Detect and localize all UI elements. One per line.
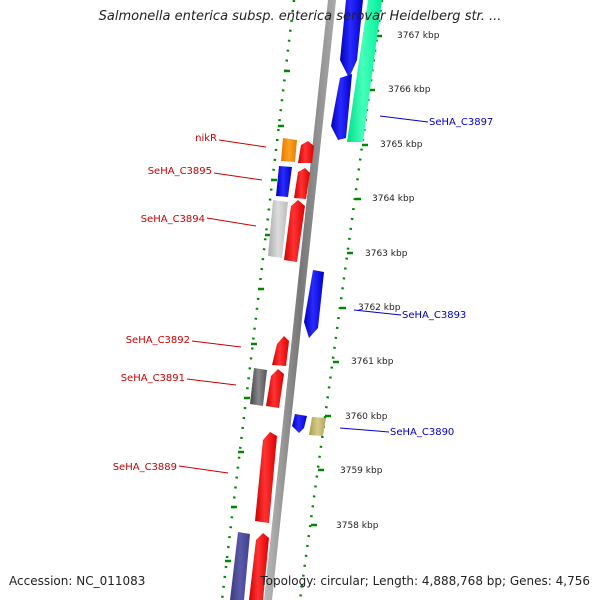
rna-feature	[347, 0, 382, 142]
reverse-cds-feature	[276, 166, 292, 197]
tick-label: 3764 kbp	[372, 194, 415, 204]
inner-tick-ring	[220, 0, 296, 600]
gene-label-seha-c3892: SeHA_C3892	[126, 335, 190, 346]
tick-label: 3765 kbp	[380, 140, 423, 150]
forward-cds-feature	[255, 432, 277, 523]
forward-cds-feature	[272, 336, 289, 366]
map-title: Salmonella enterica subsp. enterica sero…	[98, 9, 502, 24]
forward-cds-feature	[294, 168, 310, 199]
reverse-cds-feature	[304, 270, 324, 338]
reverse-cds-feature	[292, 414, 307, 433]
right-leader-lines	[339, 115, 429, 433]
gene-label-seha-c3893: SeHA_C3893	[402, 310, 466, 321]
reverse-cds-feature	[340, 0, 363, 78]
outer-major-ticks	[311, 34, 382, 527]
gene-label-seha-c3897: SeHA_C3897	[429, 117, 493, 128]
accession-text: Accession: NC_011083	[9, 574, 146, 588]
tick-label: 3759 kbp	[340, 466, 383, 476]
reverse-cds-feature	[331, 74, 352, 140]
pseudo-feature	[250, 368, 267, 406]
left-leader-lines	[178, 139, 267, 474]
tick-label: 3761 kbp	[351, 357, 394, 367]
misc-feature	[230, 532, 250, 600]
tick-label: 3763 kbp	[365, 249, 408, 259]
gene-label-seha-c3891: SeHA_C3891	[121, 373, 185, 384]
topology-text: Topology: circular; Length: 4,888,768 bp…	[260, 574, 590, 588]
tick-label: 3762 kbp	[358, 303, 401, 313]
forward-cds-feature	[266, 369, 284, 408]
gene-label-seha-c3894: SeHA_C3894	[141, 214, 205, 225]
gene-label-seha-c3895: SeHA_C3895	[148, 166, 212, 177]
forward-cds-feature	[284, 200, 305, 262]
gene-label-seha-c3890: SeHA_C3890	[390, 427, 454, 438]
gene-label-nikr: nikR	[195, 133, 217, 144]
tick-label: 3767 kbp	[397, 31, 440, 41]
tick-label: 3758 kbp	[336, 521, 379, 531]
genome-backbone	[264, 0, 336, 600]
forward-cds-feature	[298, 141, 314, 163]
forward-cds-feature	[281, 138, 297, 162]
gene-label-seha-c3889: SeHA_C3889	[113, 462, 177, 473]
tick-label: 3766 kbp	[388, 85, 431, 95]
misc-feature	[309, 417, 326, 436]
forward-cds-feature	[249, 533, 269, 600]
tick-label: 3760 kbp	[345, 412, 388, 422]
pseudo-feature	[268, 200, 288, 258]
